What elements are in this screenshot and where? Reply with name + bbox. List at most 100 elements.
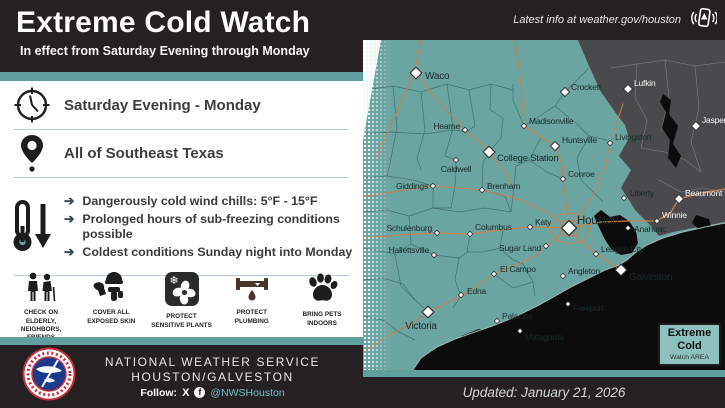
- road-line: [568, 103, 624, 229]
- page-title: Extreme Cold Watch: [16, 6, 311, 39]
- water-body: [692, 215, 712, 232]
- city-marker-freeport: [564, 300, 572, 308]
- svg-text:❄: ❄: [169, 274, 178, 287]
- safety-label: COVER ALL EXPOSED SKIN: [87, 309, 136, 325]
- city-marker-columbus: [466, 230, 474, 238]
- updated-text: Updated: January 21, 2026: [462, 385, 626, 400]
- map-canvas: Waco Hearne Madisonville Crockett Lufkin Jasp…: [362, 39, 725, 371]
- city-marker-edna: [457, 291, 465, 299]
- city-marker-hallettsville: [430, 251, 438, 259]
- winter-clothes-icon: [92, 271, 130, 307]
- county-line: [466, 89, 476, 133]
- county-line: [523, 67, 590, 127]
- latest-info-text: Latest info at weather.gov/houston: [513, 14, 681, 26]
- city-label-brenham: Brenham: [487, 181, 520, 191]
- city-marker-waco: [409, 66, 423, 80]
- city-marker-huntsville: [549, 140, 561, 152]
- paw-icon: [305, 272, 339, 309]
- divider: [14, 129, 349, 130]
- city-marker-houston: [560, 219, 578, 237]
- safety-item-protect-plants: ❄ PROTECT SENSITIVE PLANTS: [149, 272, 215, 342]
- outside-watch-region: [578, 40, 725, 236]
- clock-icon: [0, 86, 64, 124]
- county-line: [576, 135, 604, 203]
- city-label-lufkin: Lufkin: [634, 78, 656, 88]
- city-marker-palacios: [493, 317, 501, 325]
- legend-subtitle: Watch AREA: [669, 354, 710, 362]
- city-marker-victoria: [421, 305, 435, 319]
- road-line: [362, 227, 570, 353]
- impact-bullets: ➔ Dangerously cold wind chills: 5°F - 15°…: [64, 194, 363, 259]
- city-label-league-city: League City: [601, 244, 645, 254]
- city-marker-conroe: [559, 175, 567, 183]
- county-line: [660, 59, 670, 133]
- city-label-madisonville: Madisonville: [529, 116, 574, 126]
- city-label-livingston: Livingston: [615, 132, 652, 142]
- teal-stripe-bottom: [0, 337, 363, 345]
- city-marker-liberty: [620, 194, 628, 202]
- city-label-crockett: Crockett: [571, 82, 602, 92]
- city-label-caldwell: Caldwell: [441, 164, 472, 174]
- city-marker-jasper: [690, 120, 702, 132]
- county-line: [634, 63, 648, 149]
- nws-logo: [22, 347, 76, 406]
- timing-row: Saturday Evening - Monday: [0, 81, 363, 129]
- x-social-icon[interactable]: X: [182, 386, 190, 399]
- county-line: [554, 105, 608, 141]
- city-label-jasper: Jasper: [702, 115, 725, 125]
- map-header: Latest info at weather.gov/houston: [363, 0, 725, 40]
- road-line: [549, 212, 590, 245]
- county-line: [452, 257, 462, 309]
- bullet-item: ➔ Dangerously cold wind chills: 5°F - 15°…: [64, 194, 357, 208]
- people-icon: [24, 272, 58, 307]
- timing-text: Saturday Evening - Monday: [64, 96, 261, 114]
- county-line: [408, 207, 434, 217]
- bullet-text: Dangerously cold wind chills: 5°F - 15°F: [82, 193, 318, 208]
- city-label-waco: Waco: [425, 71, 450, 82]
- city-label-hearne: Hearne: [433, 121, 460, 131]
- road-line: [558, 220, 581, 237]
- county-line: [510, 137, 542, 213]
- safety-item-bring-pets: BRING PETS INDOORS: [289, 272, 355, 342]
- social-handle[interactable]: @NWSHouston: [210, 386, 285, 399]
- safety-icons-row: CHECK ON ELDERLY, NEIGHBORS, FRIENDS: [0, 271, 363, 341]
- map-panel: Latest info at weather.gov/houston Waco H…: [362, 0, 725, 408]
- city-label-conroe: Conroe: [568, 169, 595, 179]
- safety-label: PROTECT PLUMBING: [234, 309, 269, 325]
- city-label-palacios: Palacios: [502, 311, 533, 321]
- county-line: [499, 229, 524, 265]
- city-marker-schulenburg: [433, 229, 441, 237]
- arrow-icon: ➔: [64, 244, 75, 259]
- city-label-hallettsville: Hallettsville: [389, 245, 430, 255]
- sensitive-plants-icon: ❄: [164, 272, 199, 311]
- map-legend: Extreme Cold Watch AREA: [658, 323, 721, 367]
- city-marker-hearne: [461, 126, 469, 134]
- safety-label: BRING PETS INDOORS: [302, 311, 342, 327]
- city-label-katy: Katy: [535, 217, 552, 227]
- follow-label: Follow:: [140, 386, 178, 399]
- agency-name: NATIONAL WEATHER SERVICE: [104, 354, 321, 369]
- city-label-sugar-land: Sugar Land: [499, 243, 541, 253]
- teal-stripe-top: [0, 72, 363, 81]
- city-label-galveston: Galveston: [629, 272, 672, 283]
- county-line: [394, 253, 429, 313]
- city-marker-brenham: [478, 186, 486, 194]
- city-marker-winnie: [653, 217, 661, 225]
- city-marker-katy: [526, 223, 534, 231]
- county-line: [432, 207, 512, 213]
- title-bar: Extreme Cold Watch In effect from Saturd…: [0, 0, 363, 72]
- county-line: [512, 84, 525, 127]
- coastline: [412, 222, 725, 371]
- plumbing-icon: [233, 272, 271, 307]
- city-marker-lufkin: [622, 83, 634, 95]
- effective-period: In effect from Saturday Evening through …: [20, 44, 310, 58]
- legend-title-line1: Extreme: [667, 327, 712, 339]
- facebook-icon[interactable]: f: [194, 387, 206, 398]
- updated-footer: Updated: January 21, 2026: [363, 377, 725, 408]
- city-label-columbus: Columbus: [475, 222, 512, 232]
- watch-area-map[interactable]: Waco Hearne Madisonville Crockett Lufkin Jasp…: [362, 39, 725, 371]
- city-label-beaumont: Beaumont: [685, 188, 723, 198]
- agency-office: HOUSTON/GALVESTON: [131, 369, 294, 384]
- city-marker-giddings: [429, 182, 437, 190]
